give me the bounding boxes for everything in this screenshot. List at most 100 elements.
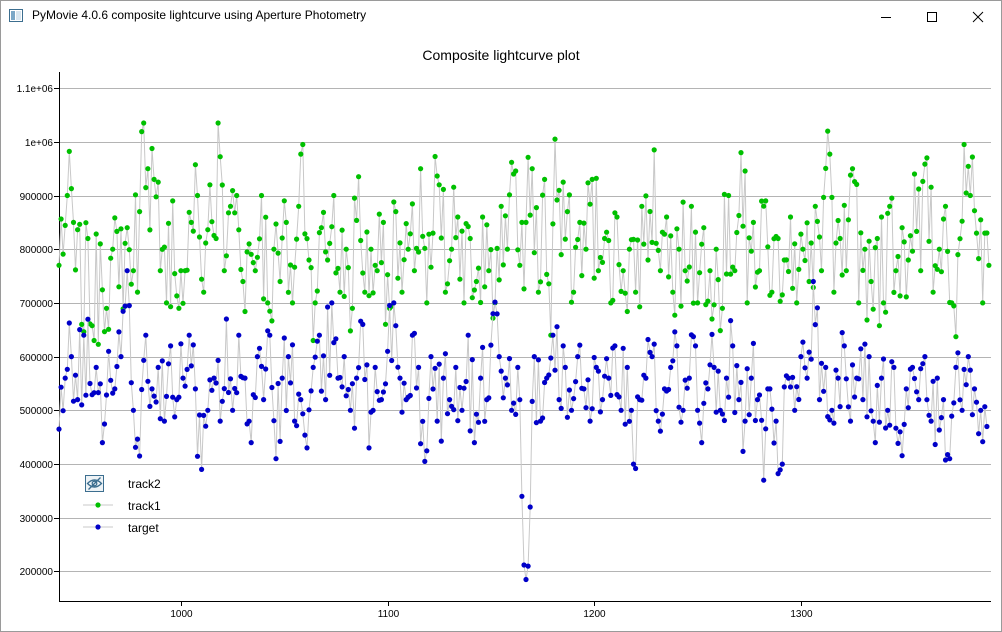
data-point-track1 (126, 247, 132, 253)
y-tick-label: 1.1e+06 (17, 84, 54, 95)
minimize-button[interactable] (863, 1, 909, 32)
data-point-target (535, 357, 542, 363)
data-point-target (163, 393, 170, 399)
data-point-target (852, 394, 858, 400)
data-point-track1 (304, 236, 310, 242)
data-point-target (806, 349, 812, 355)
data-point-target (296, 391, 302, 397)
data-point-target (581, 386, 587, 392)
data-point-track1 (616, 262, 622, 268)
data-point-track1 (515, 247, 521, 253)
data-point-track1 (821, 194, 827, 200)
data-point-target (843, 376, 849, 382)
data-point-target (351, 425, 358, 431)
data-point-track1 (188, 219, 194, 225)
data-point-target (922, 354, 928, 360)
data-point-target (552, 367, 558, 373)
data-point-track1 (657, 268, 664, 274)
data-point-track1 (742, 168, 748, 174)
data-point-target (192, 386, 198, 392)
data-point-track1 (209, 219, 215, 225)
data-point-track1 (887, 203, 893, 209)
data-point-target (475, 419, 482, 425)
data-point-target (769, 406, 775, 412)
data-point-target (103, 392, 110, 398)
data-point-track1 (374, 268, 380, 274)
data-point-target (416, 364, 422, 370)
data-point-track1 (196, 234, 203, 240)
data-point-track1 (878, 214, 885, 220)
data-point-target (463, 378, 469, 385)
data-point-target (139, 386, 145, 393)
data-point-target (194, 453, 201, 459)
data-point-track1 (232, 210, 238, 216)
data-point-track1 (955, 252, 961, 258)
data-point-target (709, 331, 715, 337)
data-point-track1 (843, 268, 849, 274)
data-point-target (670, 358, 676, 364)
data-point-target (845, 404, 852, 410)
data-point-target (93, 364, 99, 370)
data-point-track1 (248, 251, 254, 257)
data-point-track1 (263, 214, 269, 220)
data-point-target (802, 365, 808, 371)
title-bar[interactable]: PyMovie 4.0.6 composite lightcurve using… (1, 1, 1001, 32)
data-point-track1 (980, 300, 986, 306)
data-point-target (461, 385, 467, 391)
data-point-target (833, 367, 839, 373)
data-point-track1 (746, 235, 752, 241)
close-button[interactable] (955, 1, 1001, 32)
data-point-target (527, 504, 533, 510)
data-point-track1 (571, 289, 577, 295)
data-point-target (480, 344, 486, 350)
legend-label-track2: track2 (128, 477, 161, 491)
data-point-track1 (409, 201, 415, 207)
data-point-track1 (72, 267, 79, 273)
legend-item-track2[interactable]: track2 (83, 475, 223, 493)
data-point-target (604, 356, 610, 362)
data-point-track1 (637, 304, 643, 310)
window-title: PyMovie 4.0.6 composite lightcurve using… (32, 8, 367, 22)
data-point-target (589, 406, 595, 412)
y-tick-label: 800000 (20, 245, 54, 256)
data-point-target (748, 375, 754, 381)
data-point-track1 (620, 268, 626, 274)
data-point-target (742, 418, 748, 424)
data-point-track1 (856, 300, 862, 306)
data-point-target (374, 389, 380, 395)
data-point-track1 (750, 219, 757, 225)
plot-area[interactable]: Composite lightcurve plot 200000 300000 40… (1, 32, 1001, 631)
data-point-track1 (546, 281, 552, 287)
data-point-target (759, 417, 765, 423)
data-point-track1 (649, 239, 655, 245)
data-point-track1 (794, 300, 800, 306)
data-point-target (413, 385, 420, 391)
data-point-target (205, 407, 211, 413)
legend-item-target[interactable]: target (83, 519, 223, 537)
data-point-track1 (728, 271, 734, 277)
data-point-target (279, 375, 285, 381)
data-point-track1 (335, 265, 341, 271)
data-point-track1 (806, 278, 812, 285)
data-point-target (418, 441, 424, 447)
data-point-target (221, 386, 227, 392)
data-point-target (380, 389, 386, 395)
data-point-target (87, 380, 93, 387)
data-point-target (292, 418, 298, 424)
data-point-track1 (236, 227, 242, 233)
data-point-track1 (364, 229, 370, 235)
data-point-target (701, 400, 707, 406)
data-point-target (676, 404, 682, 410)
data-point-track1 (137, 209, 143, 215)
data-point-target (312, 354, 318, 360)
data-point-target (756, 392, 763, 398)
data-point-target (360, 321, 366, 327)
data-point-target (680, 407, 686, 413)
maximize-button[interactable] (909, 1, 955, 32)
lightcurve-chart[interactable]: 200000 300000 400000 500000 600000 700000 8000… (1, 32, 1001, 631)
data-point-target (686, 375, 692, 381)
data-point-target (575, 354, 581, 360)
data-point-track1 (440, 186, 446, 192)
legend-item-track1[interactable]: track1 (83, 497, 223, 515)
data-point-track1 (870, 306, 876, 312)
